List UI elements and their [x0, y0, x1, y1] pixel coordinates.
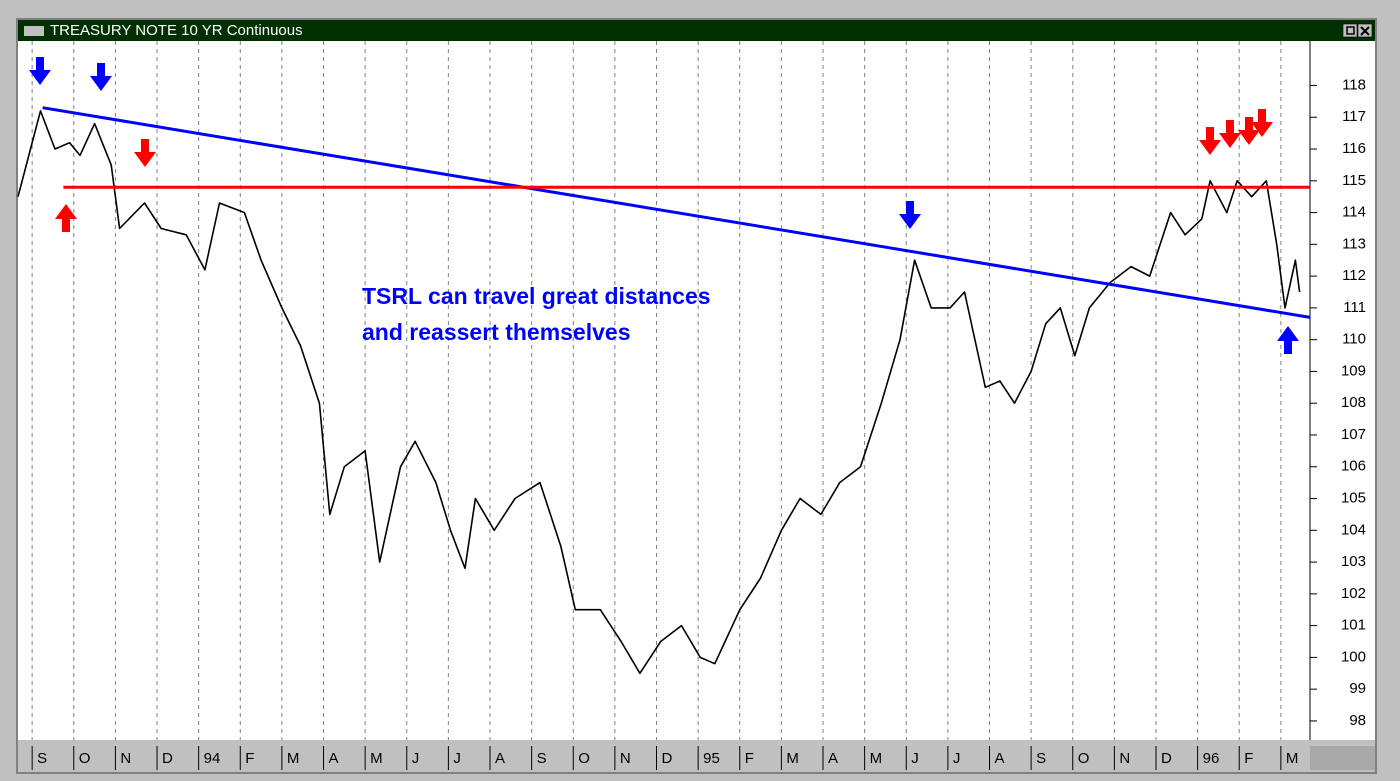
- x-tick-label: N: [620, 750, 631, 767]
- y-axis-area: [1310, 41, 1375, 740]
- y-tick-label: 105: [1341, 489, 1366, 506]
- plot-area: [18, 41, 1310, 740]
- x-tick-label: N: [120, 750, 131, 767]
- x-tick-label: M: [1286, 750, 1299, 767]
- y-tick-label: 115: [1342, 172, 1366, 189]
- x-tick-label: J: [412, 750, 420, 767]
- x-tick-label: M: [287, 750, 300, 767]
- y-tick-label: 101: [1341, 617, 1366, 634]
- y-tick-label: 110: [1342, 331, 1366, 348]
- annotation: and reassert themselves: [362, 319, 631, 345]
- data-layer: [17, 106, 1311, 675]
- y-tick-label: 103: [1341, 553, 1366, 570]
- x-tick-label: J: [953, 750, 961, 767]
- price-line: [17, 110, 1301, 675]
- y-tick-label: 102: [1341, 585, 1366, 602]
- x-tick-label: M: [786, 750, 799, 767]
- x-tick-label: M: [870, 750, 883, 767]
- y-tick-label: 99: [1349, 680, 1366, 697]
- x-tick-label: A: [329, 750, 339, 767]
- x-tick-label: O: [79, 750, 91, 767]
- x-tick-label: O: [578, 750, 590, 767]
- x-tick-label: 94: [204, 750, 221, 767]
- close-icon: [1360, 26, 1370, 36]
- x-tick-label: F: [245, 750, 254, 767]
- grid-layer: S O N D 94 F M A M J J A S O N D 95 F M A M J J A S O N D 96 F M 98 99 10…: [31, 41, 1366, 770]
- x-tick-label: O: [1078, 750, 1090, 767]
- x-tick-label: D: [162, 750, 173, 767]
- x-tick-label: F: [745, 750, 754, 767]
- y-tick-label: 109: [1341, 362, 1366, 379]
- y-tick-label: 107: [1341, 426, 1366, 443]
- y-tick-label: 98: [1349, 712, 1366, 729]
- y-tick-label: 106: [1341, 458, 1366, 475]
- y-tick-label: 111: [1343, 299, 1366, 316]
- x-tick-label: S: [537, 750, 547, 767]
- x-tick-label: A: [495, 750, 505, 767]
- x-tick-label: M: [370, 750, 383, 767]
- annotation: TSRL can travel great distances: [362, 283, 711, 309]
- x-tick-label: D: [662, 750, 673, 767]
- y-tick-label: 104: [1341, 521, 1366, 538]
- x-tick-label: N: [1119, 750, 1130, 767]
- trendline: [42, 106, 1311, 319]
- y-tick-label: 113: [1342, 235, 1366, 252]
- x-tick-label: F: [1244, 750, 1253, 767]
- x-tick-label: J: [453, 750, 461, 767]
- x-axis-strip: [18, 740, 1375, 772]
- y-tick-label: 112: [1342, 267, 1366, 284]
- x-tick-label: A: [994, 750, 1004, 767]
- x-tick-label: 96: [1203, 750, 1220, 767]
- y-tick-label: 114: [1342, 204, 1366, 221]
- y-tick-label: 116: [1342, 140, 1366, 157]
- y-tick-label: 118: [1342, 76, 1366, 93]
- x-tick-label: D: [1161, 750, 1172, 767]
- window-icon: [24, 26, 44, 36]
- x-tick-label: 95: [703, 750, 720, 767]
- x-tick-label: S: [37, 750, 47, 767]
- restore-icon: [1346, 26, 1355, 35]
- y-tick-label: 117: [1342, 108, 1366, 125]
- corner-box: [1310, 746, 1375, 770]
- title-bar: [18, 20, 1375, 41]
- window-title: TREASURY NOTE 10 YR Continuous: [50, 22, 303, 39]
- y-tick-label: 100: [1341, 648, 1366, 665]
- x-tick-label: A: [828, 750, 838, 767]
- y-tick-label: 108: [1341, 394, 1366, 411]
- restore-button[interactable]: [1342, 23, 1358, 38]
- x-tick-label: S: [1036, 750, 1046, 767]
- x-tick-label: J: [911, 750, 919, 767]
